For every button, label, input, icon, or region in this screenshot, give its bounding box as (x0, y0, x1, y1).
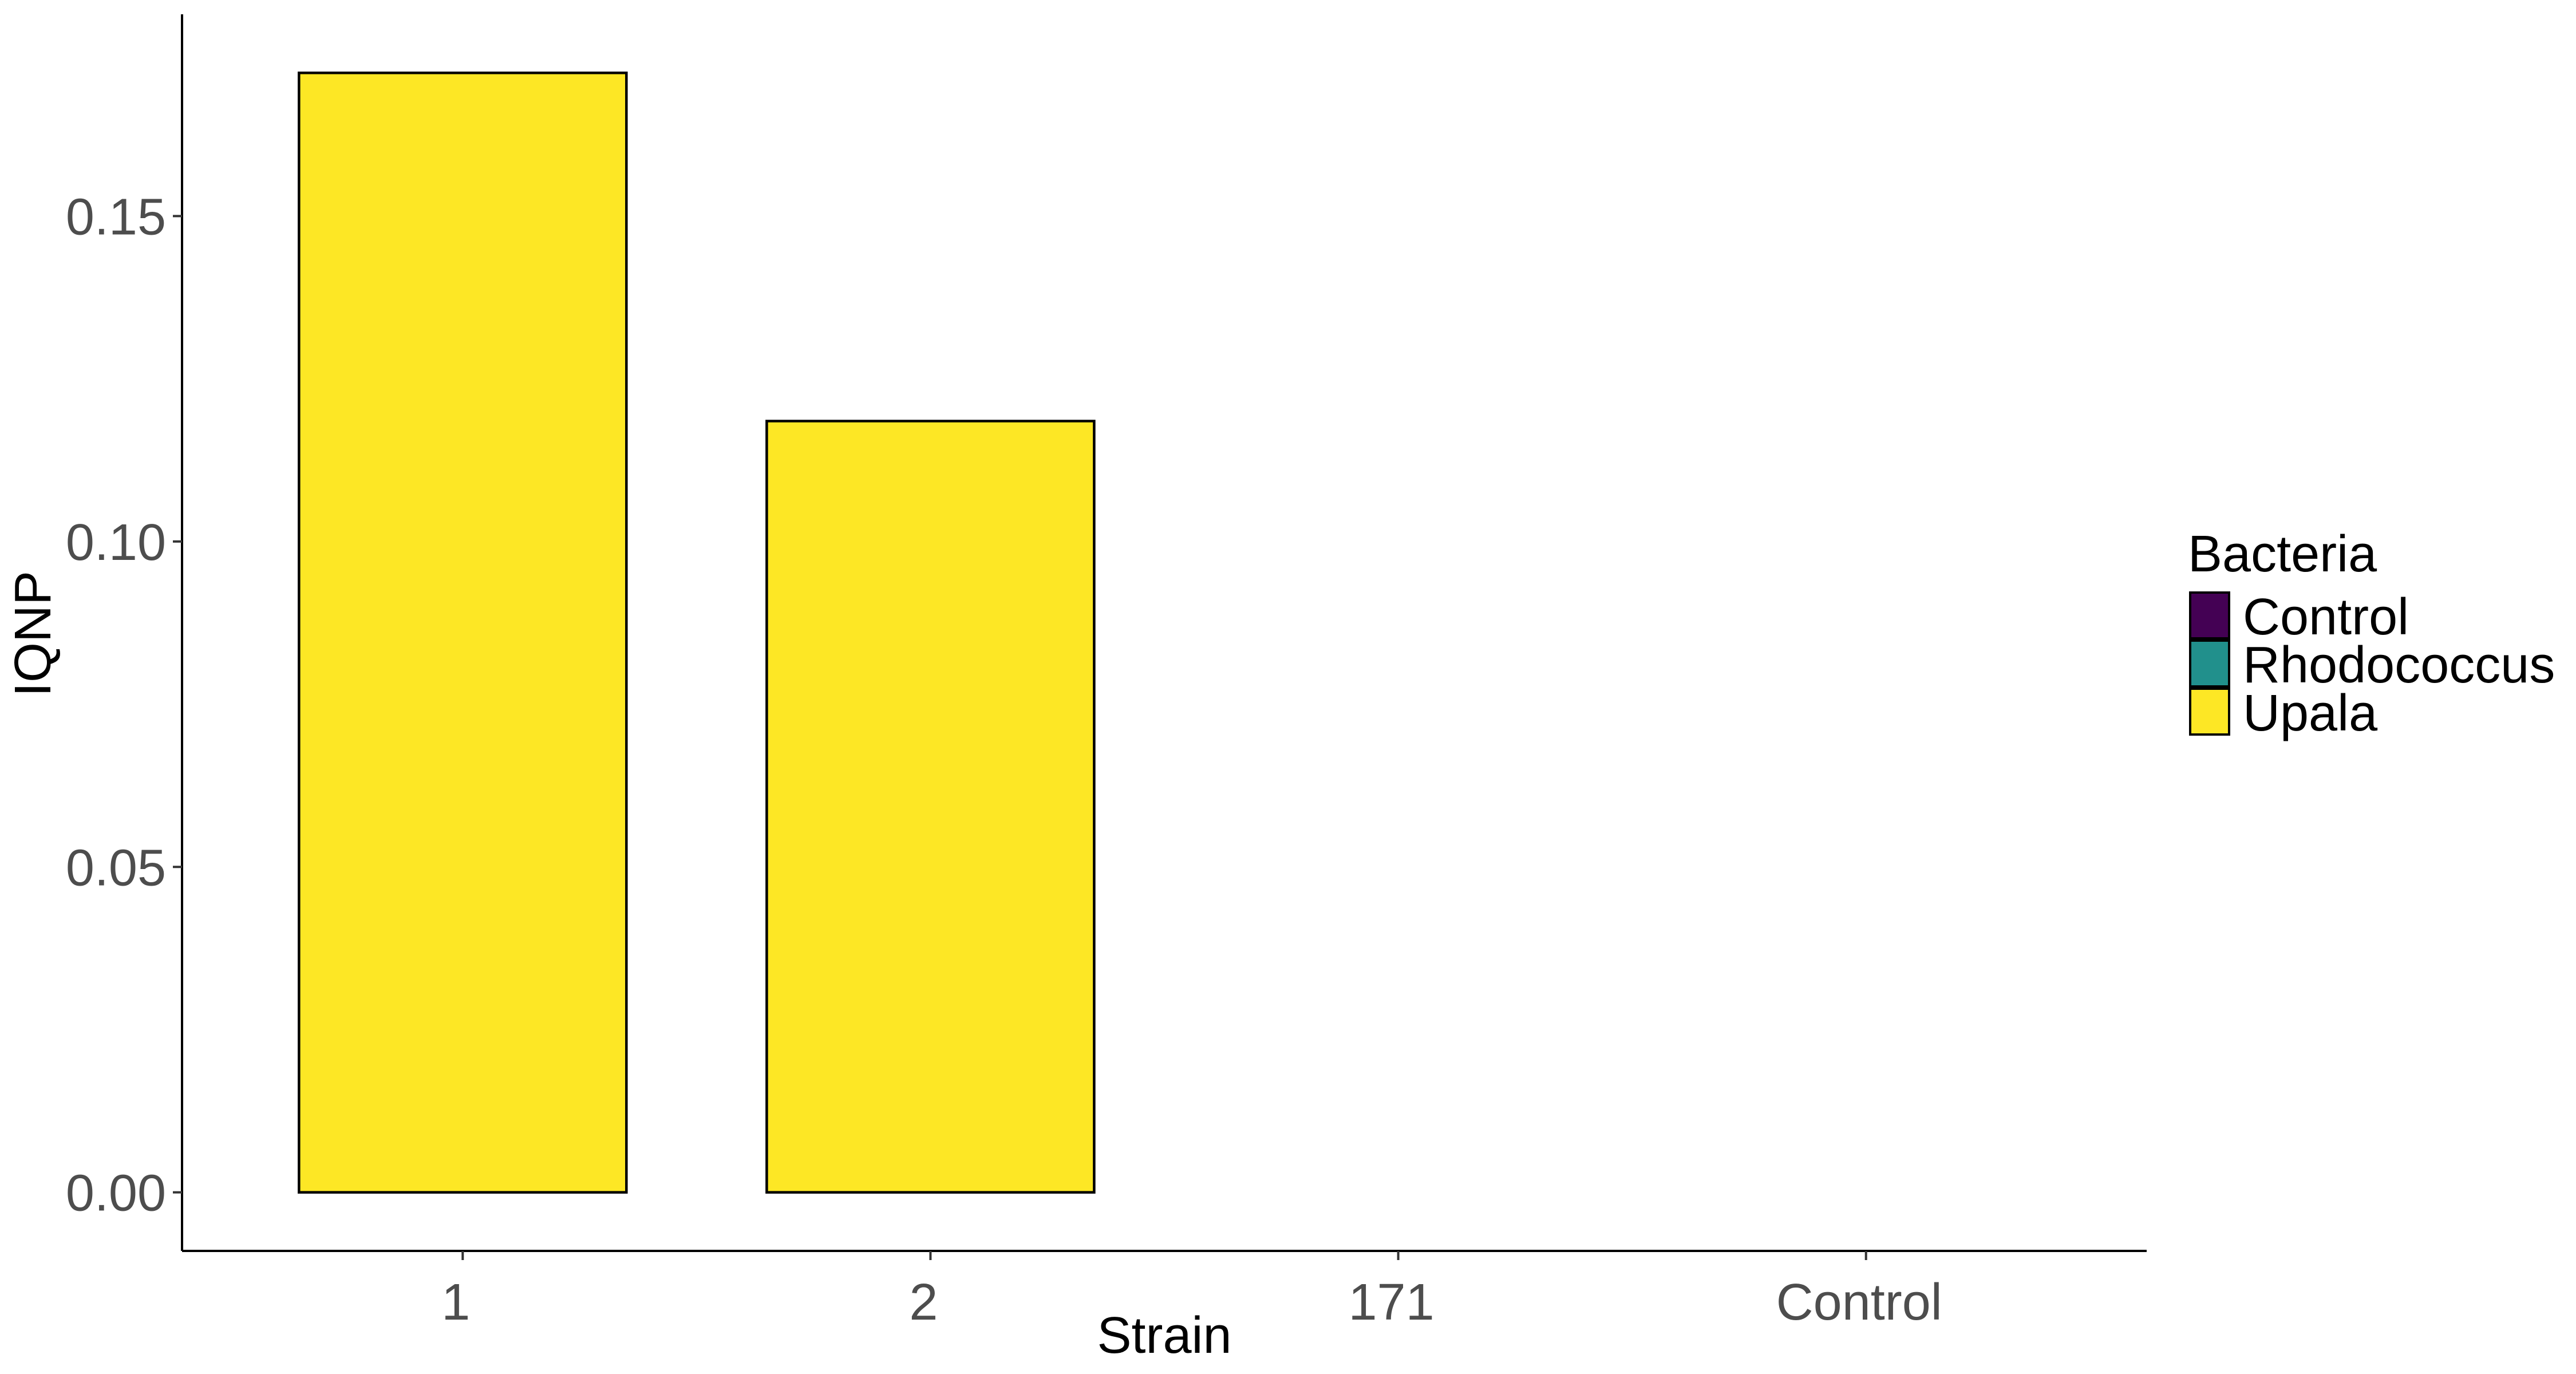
x-axis-title: Strain (1097, 1307, 1231, 1364)
legend-label-upala: Upala (2243, 685, 2378, 742)
x-tick-label: 171 (1348, 1274, 1434, 1331)
x-tick-label: Control (1776, 1274, 1942, 1331)
legend-label-rhodococcus: Rhodococcus (2243, 637, 2555, 694)
y-tick-label: 0.15 (66, 188, 166, 246)
y-tick-label: 0.05 (66, 839, 166, 897)
legend-label-control: Control (2243, 589, 2409, 646)
legend-swatch-control (2189, 591, 2230, 639)
axes-layer (181, 14, 2147, 1252)
legend-title: Bacteria (2188, 526, 2377, 583)
x-tick-label: 2 (909, 1274, 938, 1331)
legend-swatch-rhodococcus (2189, 639, 2230, 688)
y-ticks: 0.00 0.05 0.10 0.15 (66, 188, 182, 1222)
y-tick-label: 0.10 (66, 514, 166, 571)
y-axis-title: IQNP (5, 571, 62, 697)
bar-1 (298, 72, 628, 1194)
x-ticks: 1 2 171 Control (441, 1251, 1942, 1331)
x-tick-label: 1 (441, 1274, 470, 1331)
bar-2 (765, 420, 1096, 1194)
y-tick-label: 0.00 (66, 1165, 166, 1222)
bars-layer (298, 72, 1096, 1194)
legend-swatch-upala (2189, 688, 2230, 736)
